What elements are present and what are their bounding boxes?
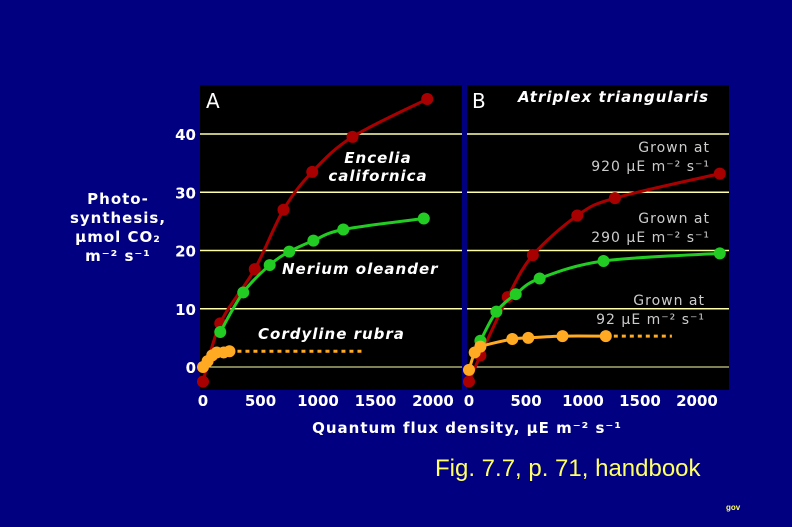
- data-point: [571, 209, 584, 222]
- data-point: [237, 286, 250, 299]
- data-point: [417, 212, 430, 225]
- series-label: Grown at: [633, 293, 705, 309]
- panel-b-letter: B: [472, 89, 486, 113]
- data-point: [506, 333, 519, 346]
- panel-a-background: [200, 85, 462, 390]
- data-point: [283, 245, 296, 258]
- y-axis-label-line: synthesis,: [69, 209, 167, 227]
- data-point: [522, 331, 535, 344]
- x-tick-label: 2000: [676, 392, 718, 410]
- data-point: [421, 93, 434, 106]
- series-label: Cordyline rubra: [258, 325, 405, 343]
- data-point: [556, 330, 569, 343]
- data-point: [599, 330, 612, 343]
- footer-mark: gov: [726, 503, 741, 512]
- x-tick-label: 500: [510, 392, 541, 410]
- y-tick-label: 0: [186, 359, 196, 377]
- series-label: Nerium oleander: [282, 260, 439, 278]
- y-axis-label-line: μmol CO₂: [75, 228, 161, 246]
- data-point: [214, 326, 227, 339]
- series-label: 92 μE m⁻² s⁻¹: [596, 312, 705, 328]
- series-label: 920 μE m⁻² s⁻¹: [591, 159, 710, 175]
- data-point: [509, 288, 522, 301]
- data-point: [463, 363, 475, 376]
- y-tick-label: 20: [175, 243, 196, 261]
- data-point: [346, 130, 359, 143]
- data-point: [248, 263, 261, 276]
- data-point: [713, 247, 726, 260]
- data-point: [490, 305, 503, 318]
- x-tick-label: 1000: [562, 392, 604, 410]
- data-point: [713, 167, 726, 180]
- data-point: [463, 375, 475, 388]
- x-tick-label: 1500: [355, 392, 397, 410]
- data-point: [197, 375, 209, 388]
- series-label: Encelia: [344, 149, 411, 167]
- panel-a-letter: A: [206, 89, 220, 113]
- panel-b-title: Atriplex triangularis: [517, 88, 709, 106]
- data-point: [337, 223, 350, 236]
- x-tick-label: 1500: [619, 392, 661, 410]
- y-axis-label-line: m⁻² s⁻¹: [85, 247, 151, 265]
- data-point: [526, 249, 539, 262]
- data-point: [597, 254, 610, 267]
- figure-caption: Fig. 7.7, p. 71, handbook: [435, 455, 701, 482]
- x-tick-label: 500: [245, 392, 276, 410]
- x-axis-label: Quantum flux density, μE m⁻² s⁻¹: [312, 419, 622, 437]
- data-point: [608, 192, 621, 205]
- data-point: [307, 234, 320, 247]
- series-label: Grown at: [638, 140, 710, 156]
- x-tick-label: 0: [198, 392, 208, 410]
- y-axis-label-line: Photo-: [87, 190, 149, 208]
- series-label: californica: [328, 167, 427, 185]
- data-point: [474, 340, 487, 353]
- data-point: [223, 345, 236, 358]
- data-point: [263, 259, 276, 272]
- y-tick-label: 30: [175, 184, 196, 202]
- y-tick-label: 40: [175, 126, 196, 144]
- data-point: [306, 165, 319, 178]
- y-axis-label: Photo- synthesis, μmol CO₂ m⁻² s⁻¹: [60, 190, 176, 266]
- data-point: [277, 203, 290, 216]
- y-tick-label: 10: [175, 301, 196, 319]
- data-point: [533, 272, 546, 285]
- x-tick-label: 1000: [297, 392, 339, 410]
- x-tick-label: 2000: [412, 392, 454, 410]
- series-label: 290 μE m⁻² s⁻¹: [591, 230, 710, 246]
- series-label: Grown at: [638, 211, 710, 227]
- x-tick-label: 0: [464, 392, 474, 410]
